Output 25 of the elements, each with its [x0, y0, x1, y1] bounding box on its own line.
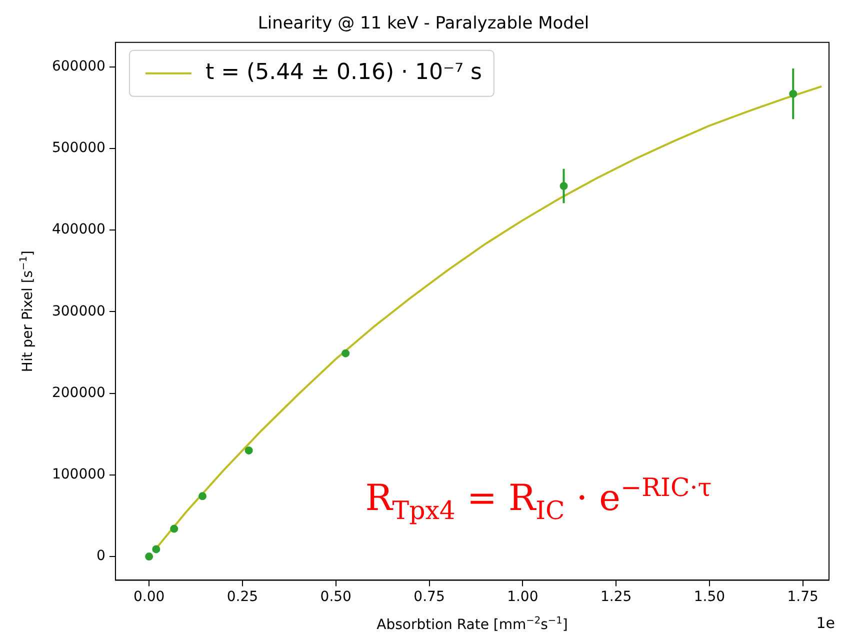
point: [152, 545, 160, 554]
x-tick-label: 1.00: [507, 589, 538, 606]
y-tick-label: 300000: [52, 303, 106, 320]
x-tick-label: 0.25: [226, 589, 258, 606]
x-tick-label: 0.00: [133, 589, 165, 606]
x-tick-label: 1.50: [694, 589, 726, 606]
point: [342, 349, 350, 358]
x-tick-label: 0.75: [414, 589, 445, 606]
y-tick-label: 600000: [52, 58, 106, 75]
y-tick-label: 0: [96, 548, 106, 564]
y-tick-label: 500000: [52, 140, 106, 156]
point: [198, 492, 206, 500]
point: [244, 446, 253, 454]
y-axis-title: Hit per Pixel [s−1]: [18, 250, 36, 372]
y-tick-label: 400000: [52, 222, 106, 238]
point: [145, 552, 154, 561]
x-tick-label: 0.50: [320, 589, 352, 606]
y-tick-label: 200000: [52, 384, 106, 401]
y-tick-label: 100000: [52, 466, 106, 483]
x-tick-label: 1.25: [600, 589, 632, 606]
chart-title: Linearity @ 11 keV - Paralyzable Model: [258, 14, 590, 34]
legend-label: t = (5.44 ± 0.16) · 10⁻⁷ s: [205, 60, 482, 86]
x-tick-label: 1.75: [787, 589, 818, 606]
text: 1e: [816, 614, 836, 632]
point: [170, 524, 178, 533]
